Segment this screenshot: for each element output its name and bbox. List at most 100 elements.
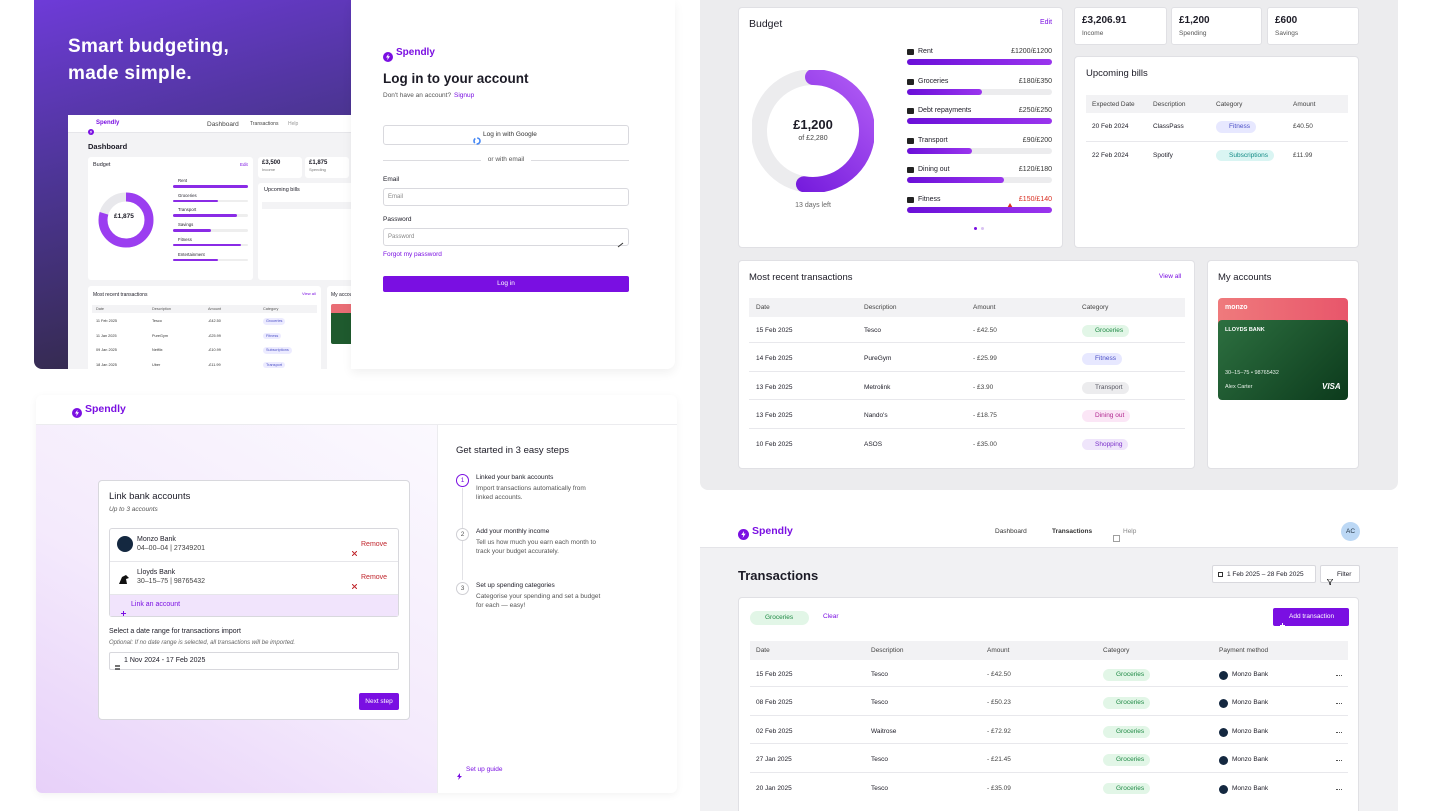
cell: 10 Feb 2025 — [756, 440, 793, 448]
google-ring — [473, 137, 481, 145]
date-button[interactable] — [1212, 565, 1316, 583]
category-chip: Groceries — [1103, 782, 1151, 795]
logo-bolt — [75, 409, 79, 417]
budget-item-name: Dining out — [918, 166, 950, 174]
preview-chip: Transport — [263, 361, 286, 369]
category-chip: Dining out — [1082, 410, 1131, 422]
donut-arc — [751, 69, 875, 193]
google-icon — [473, 131, 481, 145]
email-input[interactable] — [383, 188, 629, 206]
logo-icon — [738, 526, 749, 540]
nav-link[interactable]: Transactions — [1052, 528, 1093, 535]
bank-logo — [1219, 784, 1228, 794]
preview-cell: -£10.99 — [208, 348, 221, 352]
add-link[interactable]: Link an account — [131, 601, 181, 608]
row-sep — [750, 743, 1348, 745]
preview-chip: Groceries — [263, 318, 286, 325]
category-chip: Transport — [1082, 381, 1129, 394]
preview-bar — [173, 214, 237, 217]
preview-donut-svg — [98, 192, 154, 248]
preview-recent-head — [92, 305, 317, 313]
cell: 15 Feb 2025 — [756, 327, 793, 334]
preview-cell: PureGym — [152, 333, 169, 338]
filter-chip[interactable]: Groceries — [750, 611, 810, 625]
edit-link[interactable]: Edit — [1040, 19, 1053, 26]
donut-sub: of £2,280 — [798, 135, 828, 142]
budget-bar — [907, 147, 973, 154]
field-label: Password — [383, 216, 412, 223]
date-label: Select a date range for transactions imp… — [109, 628, 241, 635]
cell: 02 Feb 2025 — [756, 727, 793, 735]
budget-donut-svg — [751, 69, 875, 193]
clear-link[interactable]: Clear — [823, 613, 839, 620]
brand: Spendly — [752, 525, 793, 537]
preview-donut — [98, 192, 154, 248]
cell: ClassPass — [1153, 123, 1184, 130]
category-chip: Groceries — [1103, 669, 1151, 681]
nav-link[interactable]: Dashboard — [995, 528, 1027, 535]
preview-bar-track — [173, 229, 248, 232]
onboarding-header-line — [36, 424, 677, 425]
view-all[interactable]: View all — [1159, 273, 1182, 280]
step-text: Import transactions automatically from l… — [476, 485, 586, 501]
remove-link[interactable]: Remove — [361, 541, 388, 548]
filter-label: Filter — [1337, 571, 1352, 578]
date-icon — [114, 657, 121, 670]
divider-text: or with email — [487, 156, 525, 163]
logo-bolt — [741, 530, 746, 539]
stat-card — [1171, 7, 1262, 45]
step-number: 3 — [456, 582, 469, 595]
cell: Waitrose — [871, 727, 897, 735]
guide-link[interactable]: Set up guide — [466, 766, 503, 773]
cell: 20 Feb 2024 — [1092, 123, 1129, 130]
forgot-link[interactable]: Forgot my password — [383, 251, 442, 258]
nav-link[interactable]: Help — [1123, 528, 1137, 535]
cell: Tesco — [871, 699, 888, 707]
plus-icon — [121, 602, 126, 616]
card-title: Upcoming bills — [1086, 68, 1148, 79]
budget-item-amount: £90/£200 — [1022, 136, 1052, 144]
cell: - £72.92 — [987, 727, 1011, 735]
signup-link[interactable]: Signup — [454, 92, 475, 99]
bank-logo — [117, 536, 133, 552]
preview-text: Groceries — [178, 192, 197, 198]
bank-name: Lloyds Bank — [137, 569, 176, 576]
google-label: Log in with Google — [483, 131, 537, 138]
column-header: Date — [756, 304, 770, 311]
card-brand: monzo — [1225, 304, 1248, 311]
column-header: Payment method — [1219, 647, 1269, 654]
budget-bar — [907, 207, 1052, 213]
password-input[interactable] — [383, 228, 629, 246]
preview-bar — [173, 185, 248, 188]
login-button[interactable] — [383, 276, 629, 292]
cell: 22 Feb 2024 — [1092, 151, 1129, 159]
filter-button[interactable] — [1320, 565, 1360, 583]
preview-text: Rent — [178, 178, 188, 183]
preview-cell: 11 Feb 2025 — [96, 319, 118, 323]
next-button[interactable] — [359, 693, 399, 710]
preview-col: Category — [263, 307, 279, 311]
add-row[interactable] — [110, 594, 398, 616]
row-sep — [749, 399, 1185, 401]
days-left: 13 days left — [795, 202, 831, 209]
page-dot — [974, 227, 977, 230]
column-header: Amount — [973, 304, 996, 311]
preview-text: Entertainment — [178, 251, 205, 257]
row-menu — [1336, 703, 1342, 705]
google-button[interactable] — [383, 125, 629, 145]
row-menu — [1336, 731, 1342, 734]
google-icon-svg — [473, 137, 481, 145]
row-sep — [750, 714, 1348, 716]
table-head — [749, 298, 1185, 317]
add-button[interactable] — [1273, 608, 1349, 626]
help-icon-svg — [1113, 535, 1120, 542]
column-header: Amount — [1293, 101, 1316, 108]
row-menu — [1336, 760, 1342, 762]
preview-cell: -£11.99 — [208, 362, 221, 367]
remove-link[interactable]: Remove — [361, 574, 388, 581]
logo-icon-svg — [88, 129, 94, 135]
date-input[interactable] — [109, 652, 399, 670]
category-icon — [907, 78, 914, 85]
page-title: Transactions — [738, 568, 819, 583]
category-chip: Groceries — [1103, 697, 1151, 710]
